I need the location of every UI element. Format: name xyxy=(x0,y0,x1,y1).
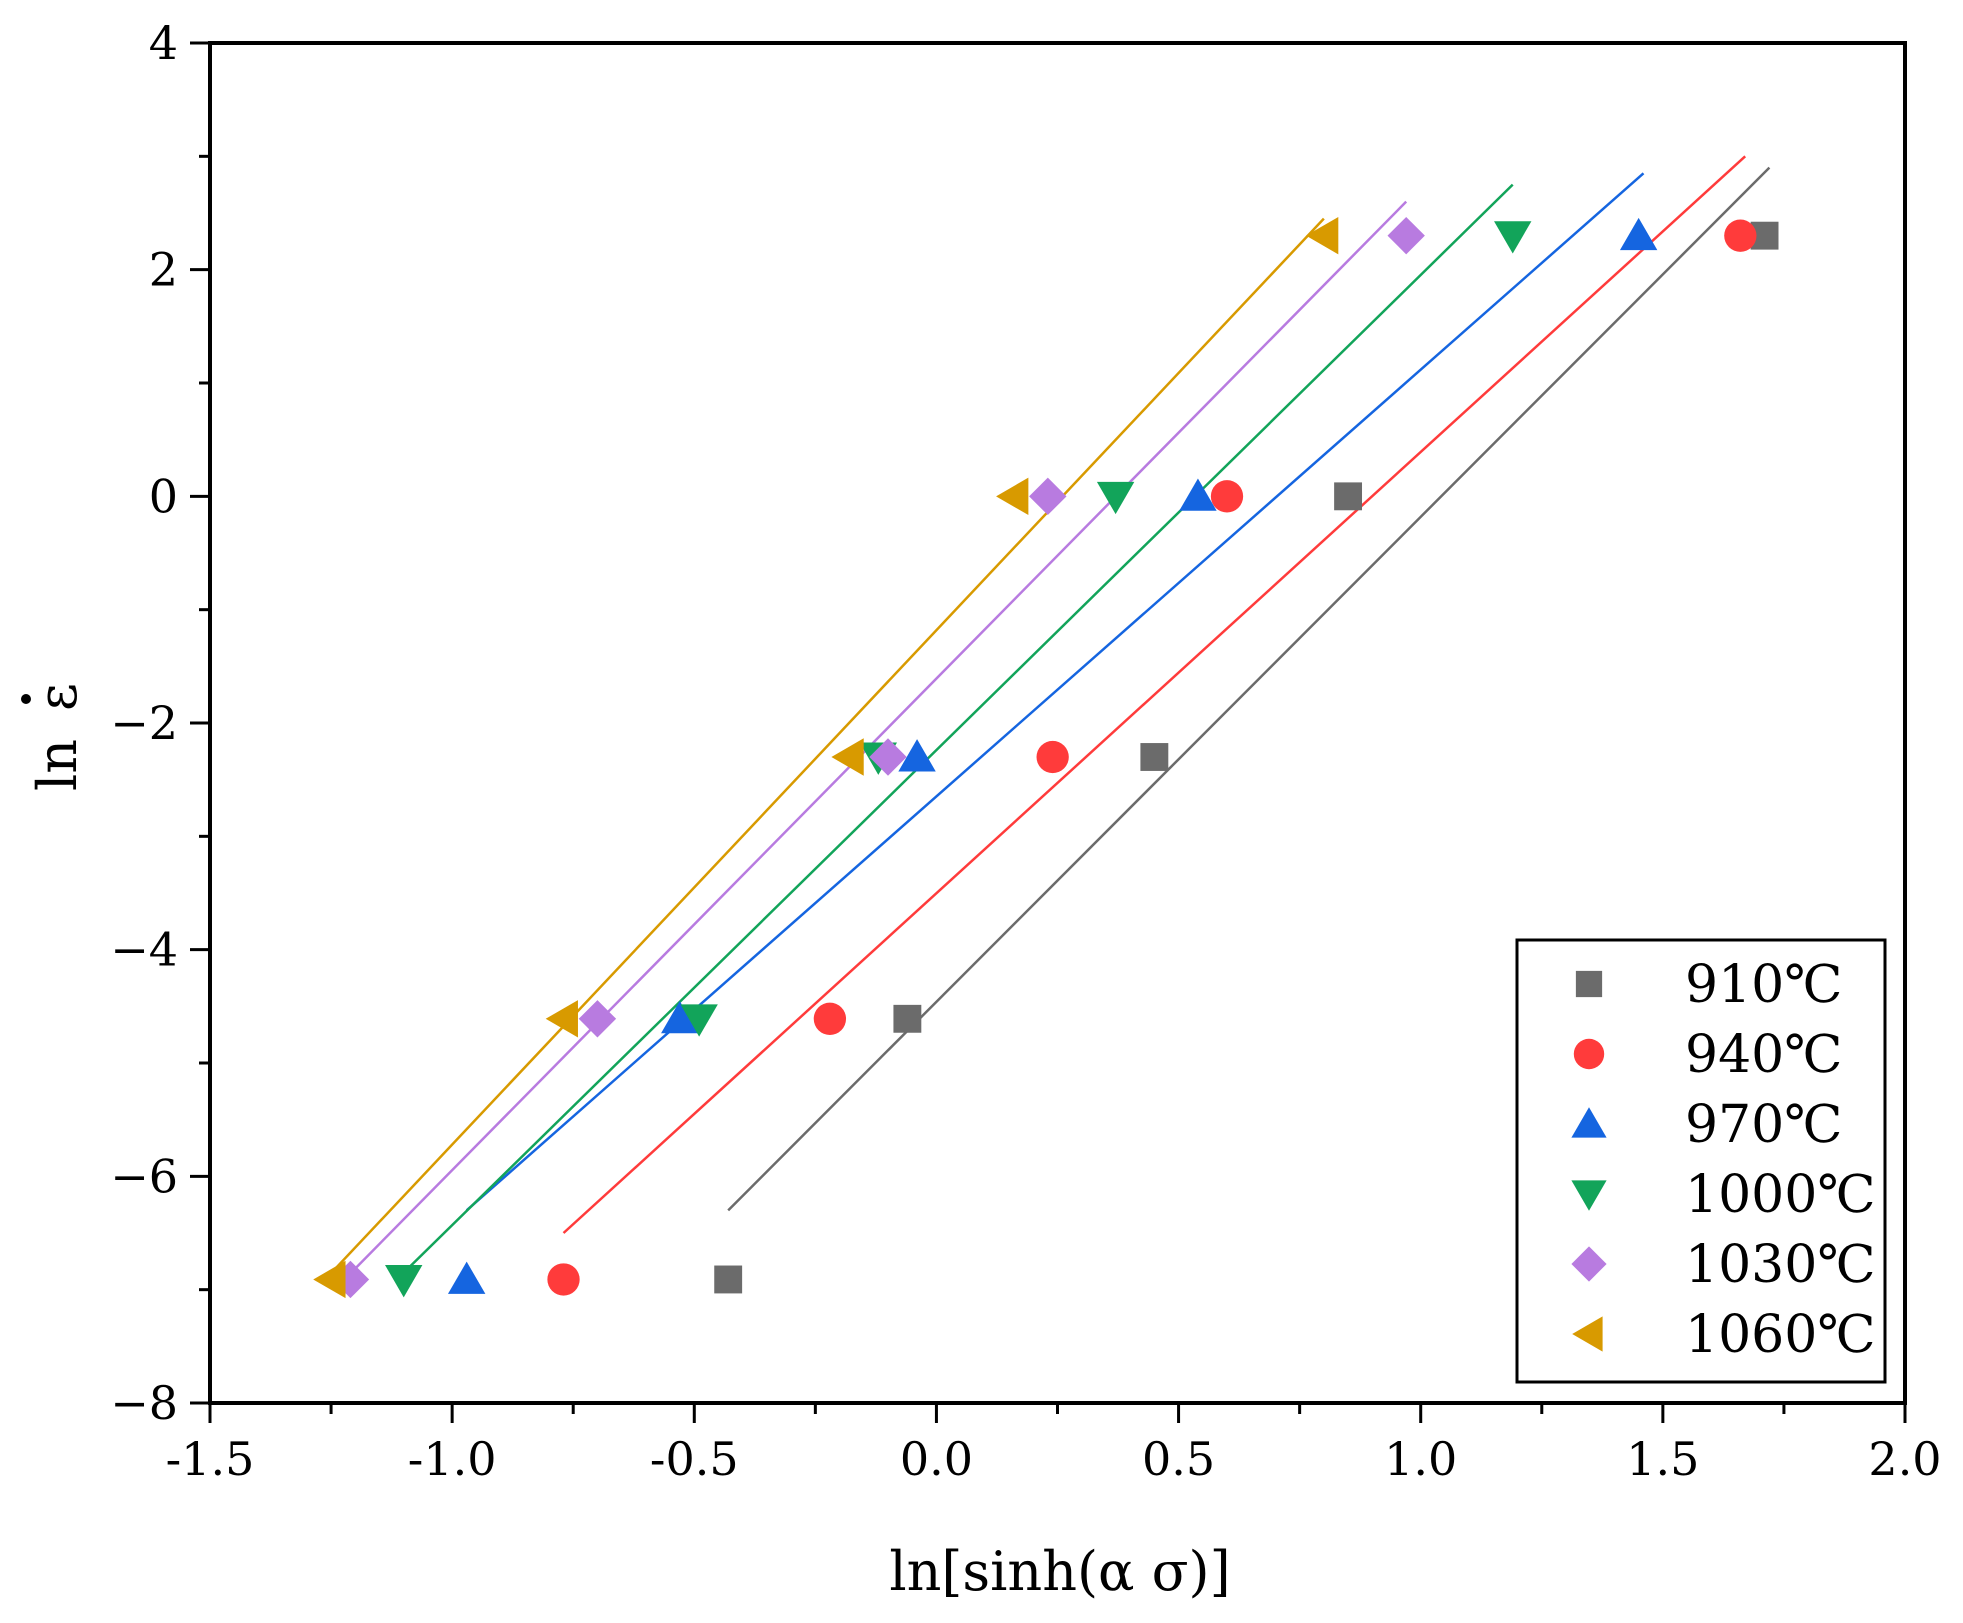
legend: 910℃ 940℃ 970℃ 1000℃ 1030℃ 1060℃ xyxy=(1515,938,1887,1384)
data-point-series-4 xyxy=(1029,477,1067,516)
fit-lines xyxy=(325,155,1771,1280)
data-point-series-4 xyxy=(578,1000,617,1038)
data-point-series-4 xyxy=(869,738,907,776)
data-point-series-0 xyxy=(893,1004,922,1033)
data-point-series-4 xyxy=(1387,216,1425,255)
legend-label-4: 1030℃ xyxy=(1685,1235,1876,1295)
y-tick-label: −8 xyxy=(110,1376,178,1430)
data-point-series-2 xyxy=(898,739,936,772)
data-point-series-5 xyxy=(313,1260,346,1299)
y-axis-title-symbol: ε xyxy=(26,683,89,711)
legend-label-1: 940℃ xyxy=(1685,1025,1842,1085)
fit-line-1 xyxy=(562,155,1747,1234)
x-tick-label: 1.5 xyxy=(1626,1432,1699,1486)
y-axis-ticks: −8 −6 −4 −2 0 2 4 xyxy=(110,16,210,1430)
y-axis-title-dot xyxy=(21,694,31,704)
y-tick-label: 2 xyxy=(149,243,178,297)
data-point-series-1 xyxy=(1724,219,1757,252)
y-tick-label: 0 xyxy=(149,469,178,523)
x-tick-label: 1.0 xyxy=(1384,1432,1457,1486)
x-axis-ticks: -1.5 -1.0 -0.5 0.0 0.5 1.0 1.5 2.0 xyxy=(166,1403,1942,1486)
data-point-series-3 xyxy=(385,1265,423,1298)
y-tick-label: −2 xyxy=(110,696,178,750)
data-point-series-2 xyxy=(447,1261,486,1294)
data-point-series-1 xyxy=(547,1263,580,1296)
x-tick-label: -1.5 xyxy=(166,1432,255,1486)
legend-label-3: 1000℃ xyxy=(1685,1165,1876,1225)
fit-line-0 xyxy=(727,166,1771,1212)
legend-box xyxy=(1515,938,1887,1384)
y-axis-title-ln: ln xyxy=(26,739,89,791)
y-tick-label: −4 xyxy=(110,923,178,977)
data-point-series-5 xyxy=(996,477,1029,516)
legend-marker-4 xyxy=(1571,1246,1607,1282)
fit-line-5 xyxy=(325,217,1325,1280)
data-markers xyxy=(313,216,1779,1299)
fit-line-4 xyxy=(344,200,1408,1280)
data-point-series-3 xyxy=(1494,221,1532,254)
y-tick-label: 4 xyxy=(149,16,178,70)
x-tick-label: 2.0 xyxy=(1868,1432,1941,1486)
data-point-series-5 xyxy=(1306,216,1339,255)
x-tick-label: -1.0 xyxy=(408,1432,497,1486)
data-point-series-2 xyxy=(1619,217,1658,251)
data-point-series-1 xyxy=(813,1002,847,1035)
legend-label-0: 910℃ xyxy=(1685,955,1842,1015)
data-point-series-1 xyxy=(1210,480,1244,513)
data-point-series-1 xyxy=(1036,740,1069,774)
data-point-series-2 xyxy=(661,1000,699,1034)
fit-line-3 xyxy=(402,183,1514,1274)
y-axis-title: ln ε xyxy=(21,683,89,791)
data-point-series-5 xyxy=(831,738,864,776)
data-point-series-0 xyxy=(714,1265,743,1294)
data-point-series-3 xyxy=(1096,481,1135,515)
data-point-series-0 xyxy=(1140,743,1169,771)
x-axis-title: ln[sinh(α σ)] xyxy=(889,1540,1230,1603)
data-point-series-5 xyxy=(545,1000,578,1038)
legend-marker-3 xyxy=(1571,1180,1607,1211)
legend-label-2: 970℃ xyxy=(1685,1095,1842,1155)
y-tick-label: −6 xyxy=(110,1149,178,1203)
legend-marker-5 xyxy=(1572,1316,1603,1352)
data-point-series-3 xyxy=(680,1004,718,1037)
legend-marker-1 xyxy=(1573,1038,1605,1070)
fit-line-2 xyxy=(465,172,1645,1212)
legend-label-5: 1060℃ xyxy=(1685,1305,1876,1365)
legend-marker-0 xyxy=(1575,970,1603,998)
legend-marker-2 xyxy=(1571,1107,1607,1138)
x-tick-label: -0.5 xyxy=(650,1432,739,1486)
data-point-series-0 xyxy=(1334,482,1363,511)
x-tick-label: 0.0 xyxy=(900,1432,973,1486)
data-point-series-2 xyxy=(1179,478,1217,511)
x-tick-label: 0.5 xyxy=(1142,1432,1215,1486)
